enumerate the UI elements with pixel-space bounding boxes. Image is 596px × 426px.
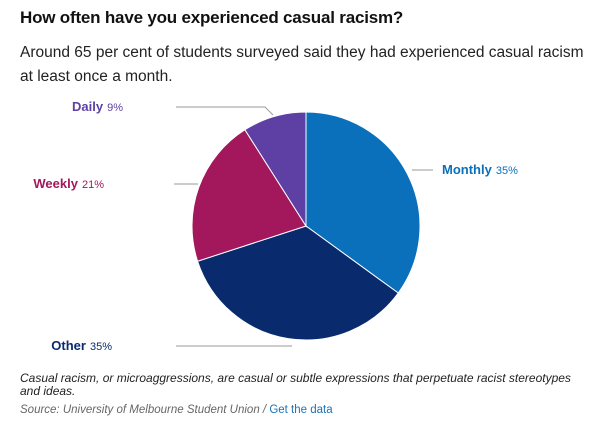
slice-name-other: Other [51, 338, 86, 353]
slice-value-monthly: 35% [496, 165, 518, 177]
footnote: Casual racism, or microaggressions, are … [20, 371, 571, 398]
get-the-data-link[interactable]: Get the data [269, 404, 333, 416]
leader-line-daily [176, 106, 274, 116]
slice-value-other: 35% [90, 341, 112, 353]
pie-slice-monthly [305, 111, 421, 294]
slice-name-weekly: Weekly [33, 176, 78, 191]
chart-title: How often have you experienced casual ra… [20, 8, 404, 27]
source-line: Source: University of Melbourne Student … [20, 404, 333, 416]
slice-label-daily: Daily 9% [72, 99, 123, 114]
pie-slice-weekly [191, 129, 307, 262]
slice-label-weekly: Weekly 21% [33, 176, 104, 191]
slice-label-monthly: Monthly 35% [442, 162, 518, 177]
chart-subtitle: Around 65 per cent of students surveyed … [20, 44, 584, 85]
source-text: Source: University of Melbourne Student … [20, 404, 260, 416]
slice-name-daily: Daily [72, 99, 104, 114]
source-separator: / [259, 404, 270, 416]
slice-value-weekly: 21% [82, 179, 104, 191]
pie-chart: Monthly 35%Other 35%Weekly 21%Daily 9% [33, 99, 518, 353]
slice-value-daily: 9% [107, 102, 123, 114]
pie-slice-other [196, 225, 399, 341]
slice-name-monthly: Monthly [442, 162, 493, 177]
pie-slice-daily [244, 111, 307, 228]
slice-label-other: Other 35% [51, 338, 112, 353]
